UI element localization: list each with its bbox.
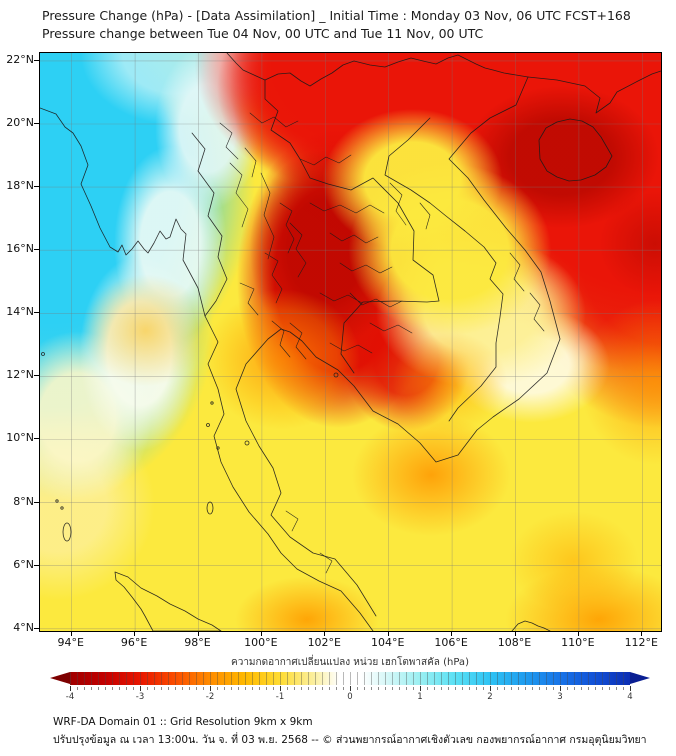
colorbar-tick-label: -1 (275, 692, 285, 702)
colorbar-tick-label: 0 (347, 692, 353, 702)
province-boundaries (219, 112, 545, 574)
coastline-indochina (280, 70, 661, 463)
colorbar-tick (420, 686, 421, 691)
thailand-laos-border (264, 79, 440, 374)
lon-label: 108°E (497, 636, 532, 649)
colorbar-tick (490, 686, 491, 691)
footer-update-info: ปรับปรุงข้อมูล ณ เวลา 13:00น. วัน จ. ที่… (53, 734, 647, 746)
colorbar-title: ความกดอากาศเปลี่ยนแปลง หน่วย เฮกโตพาสคัล… (231, 657, 469, 668)
lat-tick (34, 249, 39, 251)
lat-tick (34, 627, 39, 629)
hainan-island (538, 118, 613, 182)
colorbar-tick-label: -2 (205, 692, 215, 702)
colorbar-tick (350, 686, 351, 691)
colorbar-tick (70, 686, 71, 691)
lat-tick (34, 122, 39, 124)
lon-tick (451, 631, 453, 636)
colorbar-tick-label: 2 (487, 692, 493, 702)
lat-tick (34, 501, 39, 503)
lon-label: 102°E (307, 636, 342, 649)
colorbar-segments (70, 672, 630, 685)
map-subtitle: Pressure change between Tue 04 Nov, 00 U… (42, 26, 484, 41)
thailand-myanmar-border (191, 132, 228, 317)
lon-tick (324, 631, 326, 636)
lat-label: 4°N (13, 620, 34, 634)
lat-label: 16°N (6, 242, 34, 256)
lon-label: 106°E (434, 636, 468, 649)
colorbar-tick-label: 1 (417, 692, 423, 702)
colorbar-tick (630, 686, 631, 691)
lon-tick (260, 631, 262, 636)
lon-tick (134, 631, 136, 636)
pressure-change-map (39, 52, 662, 632)
lon-label: 110°E (561, 636, 595, 649)
colorbar-tick (280, 686, 281, 691)
footer-domain-info: WRF-DA Domain 01 :: Grid Resolution 9km … (53, 716, 313, 728)
lon-tick (514, 631, 516, 636)
coastline-bay-of-bengal (40, 107, 374, 631)
lat-tick (34, 375, 39, 377)
colorbar-tick (140, 686, 141, 691)
lon-tick (197, 631, 199, 636)
lon-tick (70, 631, 72, 636)
lon-tick (641, 631, 643, 636)
lon-label: 96°E (120, 636, 148, 649)
lon-label: 100°E (244, 636, 278, 649)
grid-lines (40, 53, 661, 631)
borneo-tip (511, 620, 551, 631)
lat-label: 12°N (6, 368, 34, 382)
lon-tick (577, 631, 579, 636)
colorbar-tick-label: -3 (135, 692, 145, 702)
colorbar-gradient (70, 672, 630, 685)
lat-label: 10°N (6, 431, 34, 445)
lon-label: 94°E (57, 636, 84, 649)
lat-tick (34, 59, 39, 61)
lat-label: 18°N (6, 179, 34, 193)
lon-label: 98°E (184, 636, 211, 649)
lat-label: 14°N (6, 305, 34, 319)
country-borders (40, 53, 661, 631)
map-title: Pressure Change (hPa) - [Data Assimilati… (42, 8, 631, 23)
colorbar-tick-label: 3 (557, 692, 563, 702)
lat-tick (34, 564, 39, 566)
colorbar-tick (560, 686, 561, 691)
colorbar-tick (210, 686, 211, 691)
colorbar-tick-label: -4 (65, 692, 75, 702)
china-border (226, 53, 529, 87)
lon-tick (387, 631, 389, 636)
colorbar-right-arrow (630, 672, 650, 684)
sumatra-island (114, 571, 222, 631)
lat-tick (34, 438, 39, 440)
lon-label: 104°E (370, 636, 405, 649)
map-overlay (40, 53, 661, 631)
lat-tick (34, 312, 39, 314)
colorbar (50, 672, 650, 685)
colorbar-left-arrow (50, 672, 70, 684)
lat-label: 20°N (6, 115, 34, 129)
lat-label: 22°N (6, 52, 34, 66)
lon-label: 112°E (624, 636, 659, 649)
lat-label: 8°N (13, 494, 34, 508)
colorbar-tick-label: 4 (627, 692, 633, 702)
vietnam-laos-border (384, 117, 504, 422)
lat-tick (34, 186, 39, 188)
lat-label: 6°N (13, 557, 34, 571)
small-islands (41, 352, 339, 542)
coastline-gulf-west (235, 328, 377, 617)
